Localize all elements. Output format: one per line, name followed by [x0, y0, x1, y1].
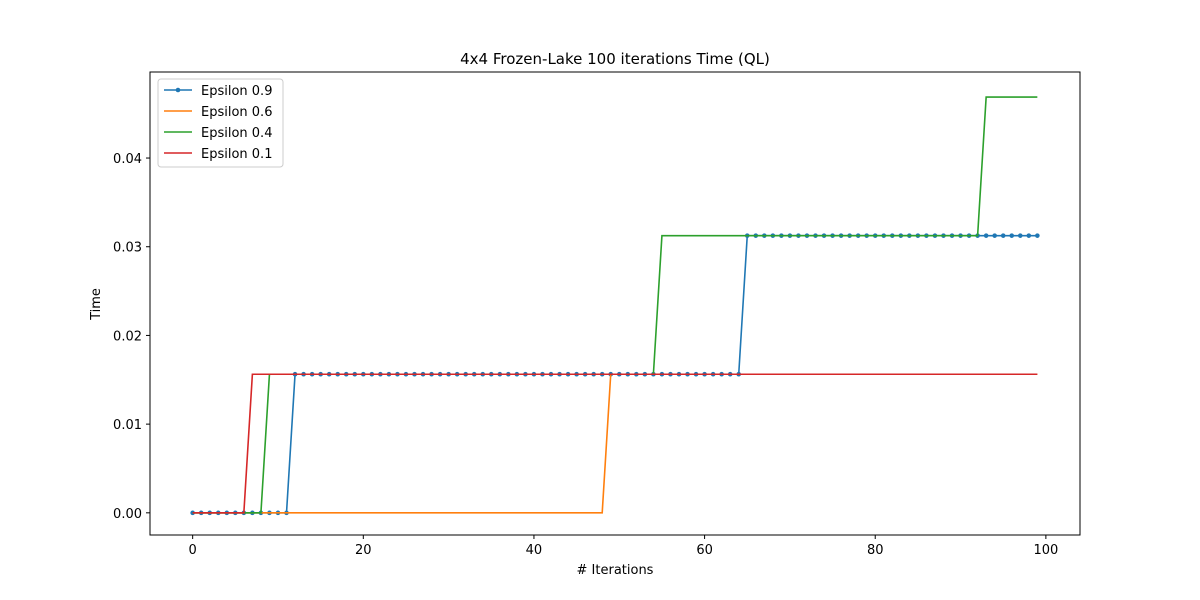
- y-axis-label: Time: [89, 288, 104, 321]
- x-tick-label: 80: [867, 543, 884, 558]
- y-tick-label: 0.01: [113, 418, 142, 433]
- series-point-epsilon-0-9: [1017, 233, 1023, 238]
- y-axis: 0.00 0.01 0.02 0.03 0.04: [113, 152, 150, 522]
- legend-label-epsilon-0-9: Epsilon 0.9: [201, 84, 272, 99]
- x-tick-label: 20: [355, 543, 372, 558]
- y-tick-label: 0.02: [113, 329, 142, 344]
- x-tick-label: 60: [696, 543, 713, 558]
- series-point-epsilon-0-9: [1000, 233, 1006, 238]
- series-line-epsilon-0-4: [192, 96, 1038, 514]
- plot-frame: [149, 71, 1081, 536]
- series-line-epsilon-0-1: [192, 373, 1038, 514]
- series-line-epsilon-0-6: [192, 373, 1038, 514]
- legend-box: [157, 78, 284, 168]
- legend: Epsilon 0.9 Epsilon 0.6 Epsilon 0.4 Epsilon…: [157, 78, 284, 168]
- x-tick-label: 40: [526, 543, 543, 558]
- y-tick-label: 0.04: [113, 152, 142, 167]
- x-tick-label: 0: [189, 543, 197, 558]
- series-point-epsilon-0-9: [1009, 233, 1015, 238]
- legend-label-epsilon-0-4: Epsilon 0.4: [201, 126, 272, 141]
- chart-title: 4x4 Frozen-Lake 100 iterations Time (QL): [460, 50, 770, 68]
- legend-label-epsilon-0-6: Epsilon 0.6: [201, 105, 272, 120]
- series-point-epsilon-0-9: [1026, 233, 1032, 238]
- y-tick-label: 0.03: [113, 241, 142, 256]
- series-point-epsilon-0-9: [983, 233, 989, 238]
- legend-marker-epsilon-0-9: [175, 87, 181, 93]
- series-point-epsilon-0-9: [992, 233, 997, 238]
- x-axis: 0 20 40 60 80 100: [189, 535, 1058, 558]
- plot-series: [190, 96, 1040, 516]
- legend-label-epsilon-0-1: Epsilon 0.1: [201, 147, 272, 162]
- y-tick-label: 0.00: [113, 507, 142, 522]
- x-tick-label: 100: [1033, 543, 1058, 558]
- series-point-epsilon-0-9: [1035, 233, 1040, 238]
- x-axis-label: # Iterations: [577, 563, 654, 578]
